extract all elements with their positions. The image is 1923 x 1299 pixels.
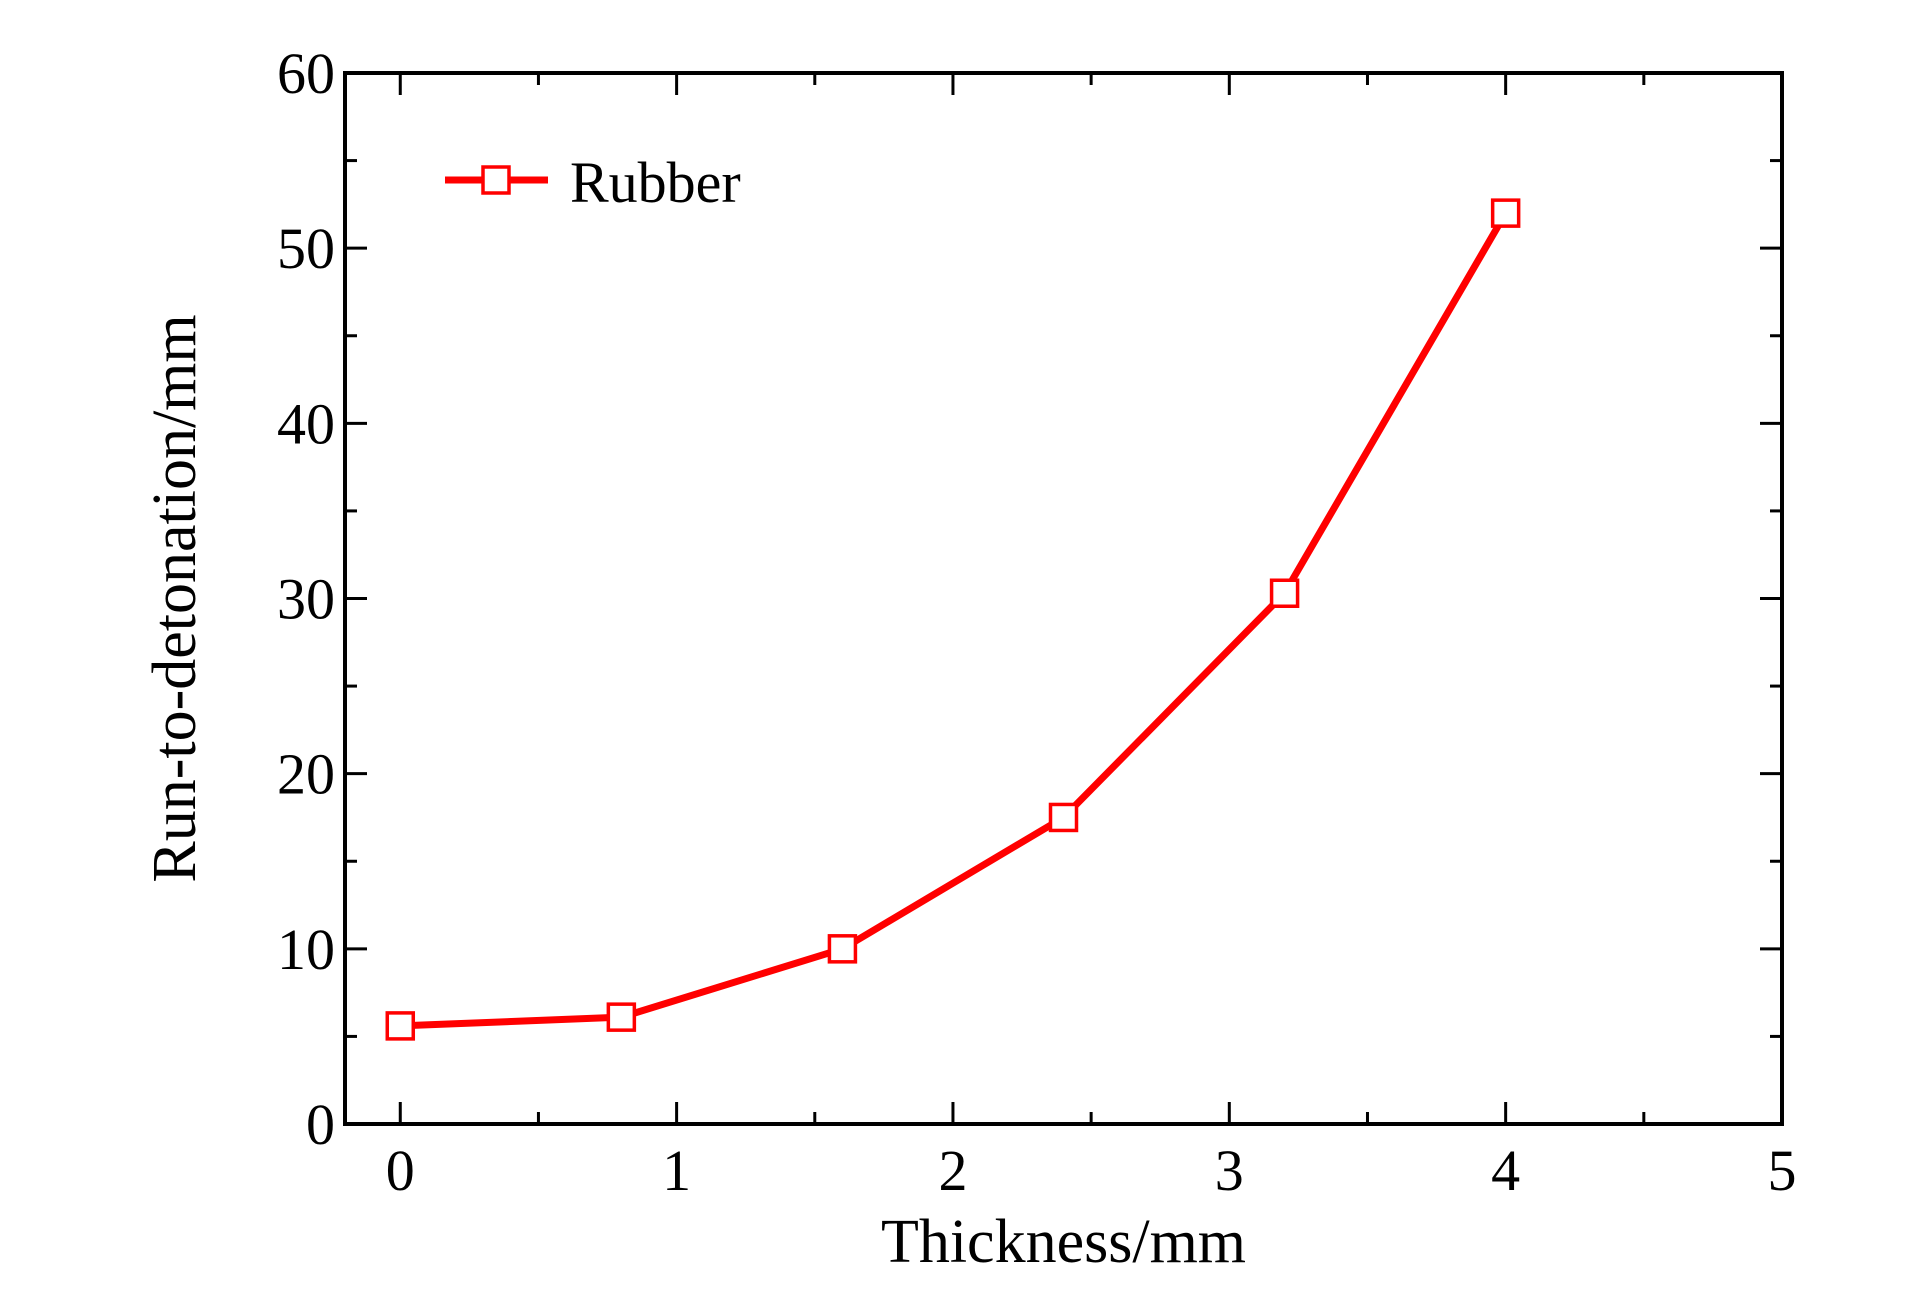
x-tick-label: 5 bbox=[1768, 1138, 1797, 1203]
y-tick-label: 0 bbox=[306, 1092, 335, 1157]
legend-marker bbox=[481, 165, 511, 195]
data-point bbox=[1048, 802, 1079, 833]
y-tick-label: 40 bbox=[277, 391, 335, 456]
x-tick-label: 4 bbox=[1491, 1138, 1520, 1203]
x-tick-label: 2 bbox=[938, 1138, 967, 1203]
series-line-0 bbox=[400, 211, 1509, 1030]
data-point bbox=[1490, 198, 1521, 228]
y-tick-label: 60 bbox=[277, 41, 335, 106]
legend-label: Rubber bbox=[570, 150, 741, 215]
y-axis: 0 10 20 30 40 50 60 bbox=[277, 41, 1782, 1157]
y-tick-label: 30 bbox=[277, 567, 335, 632]
y-tick-label: 10 bbox=[277, 917, 335, 982]
legend: Rubber bbox=[445, 150, 741, 215]
plot-frame bbox=[343, 71, 1784, 1126]
data-point bbox=[827, 934, 858, 964]
series-layer bbox=[385, 198, 1521, 1041]
data-point bbox=[606, 1002, 637, 1032]
x-tick-label: 1 bbox=[662, 1138, 691, 1203]
y-axis-title: Run-to-detonation/mm bbox=[141, 314, 209, 882]
plot-border bbox=[343, 71, 1784, 1126]
data-point bbox=[1269, 578, 1300, 608]
y-tick-label: 50 bbox=[277, 216, 335, 281]
data-point bbox=[385, 1011, 416, 1041]
x-tick-label: 0 bbox=[386, 1138, 415, 1203]
y-tick-label: 20 bbox=[277, 742, 335, 807]
x-axis-title: Thickness/mm bbox=[881, 1208, 1246, 1276]
x-axis: 0 1 2 3 4 5 bbox=[386, 73, 1797, 1203]
x-tick-label: 3 bbox=[1215, 1138, 1244, 1203]
